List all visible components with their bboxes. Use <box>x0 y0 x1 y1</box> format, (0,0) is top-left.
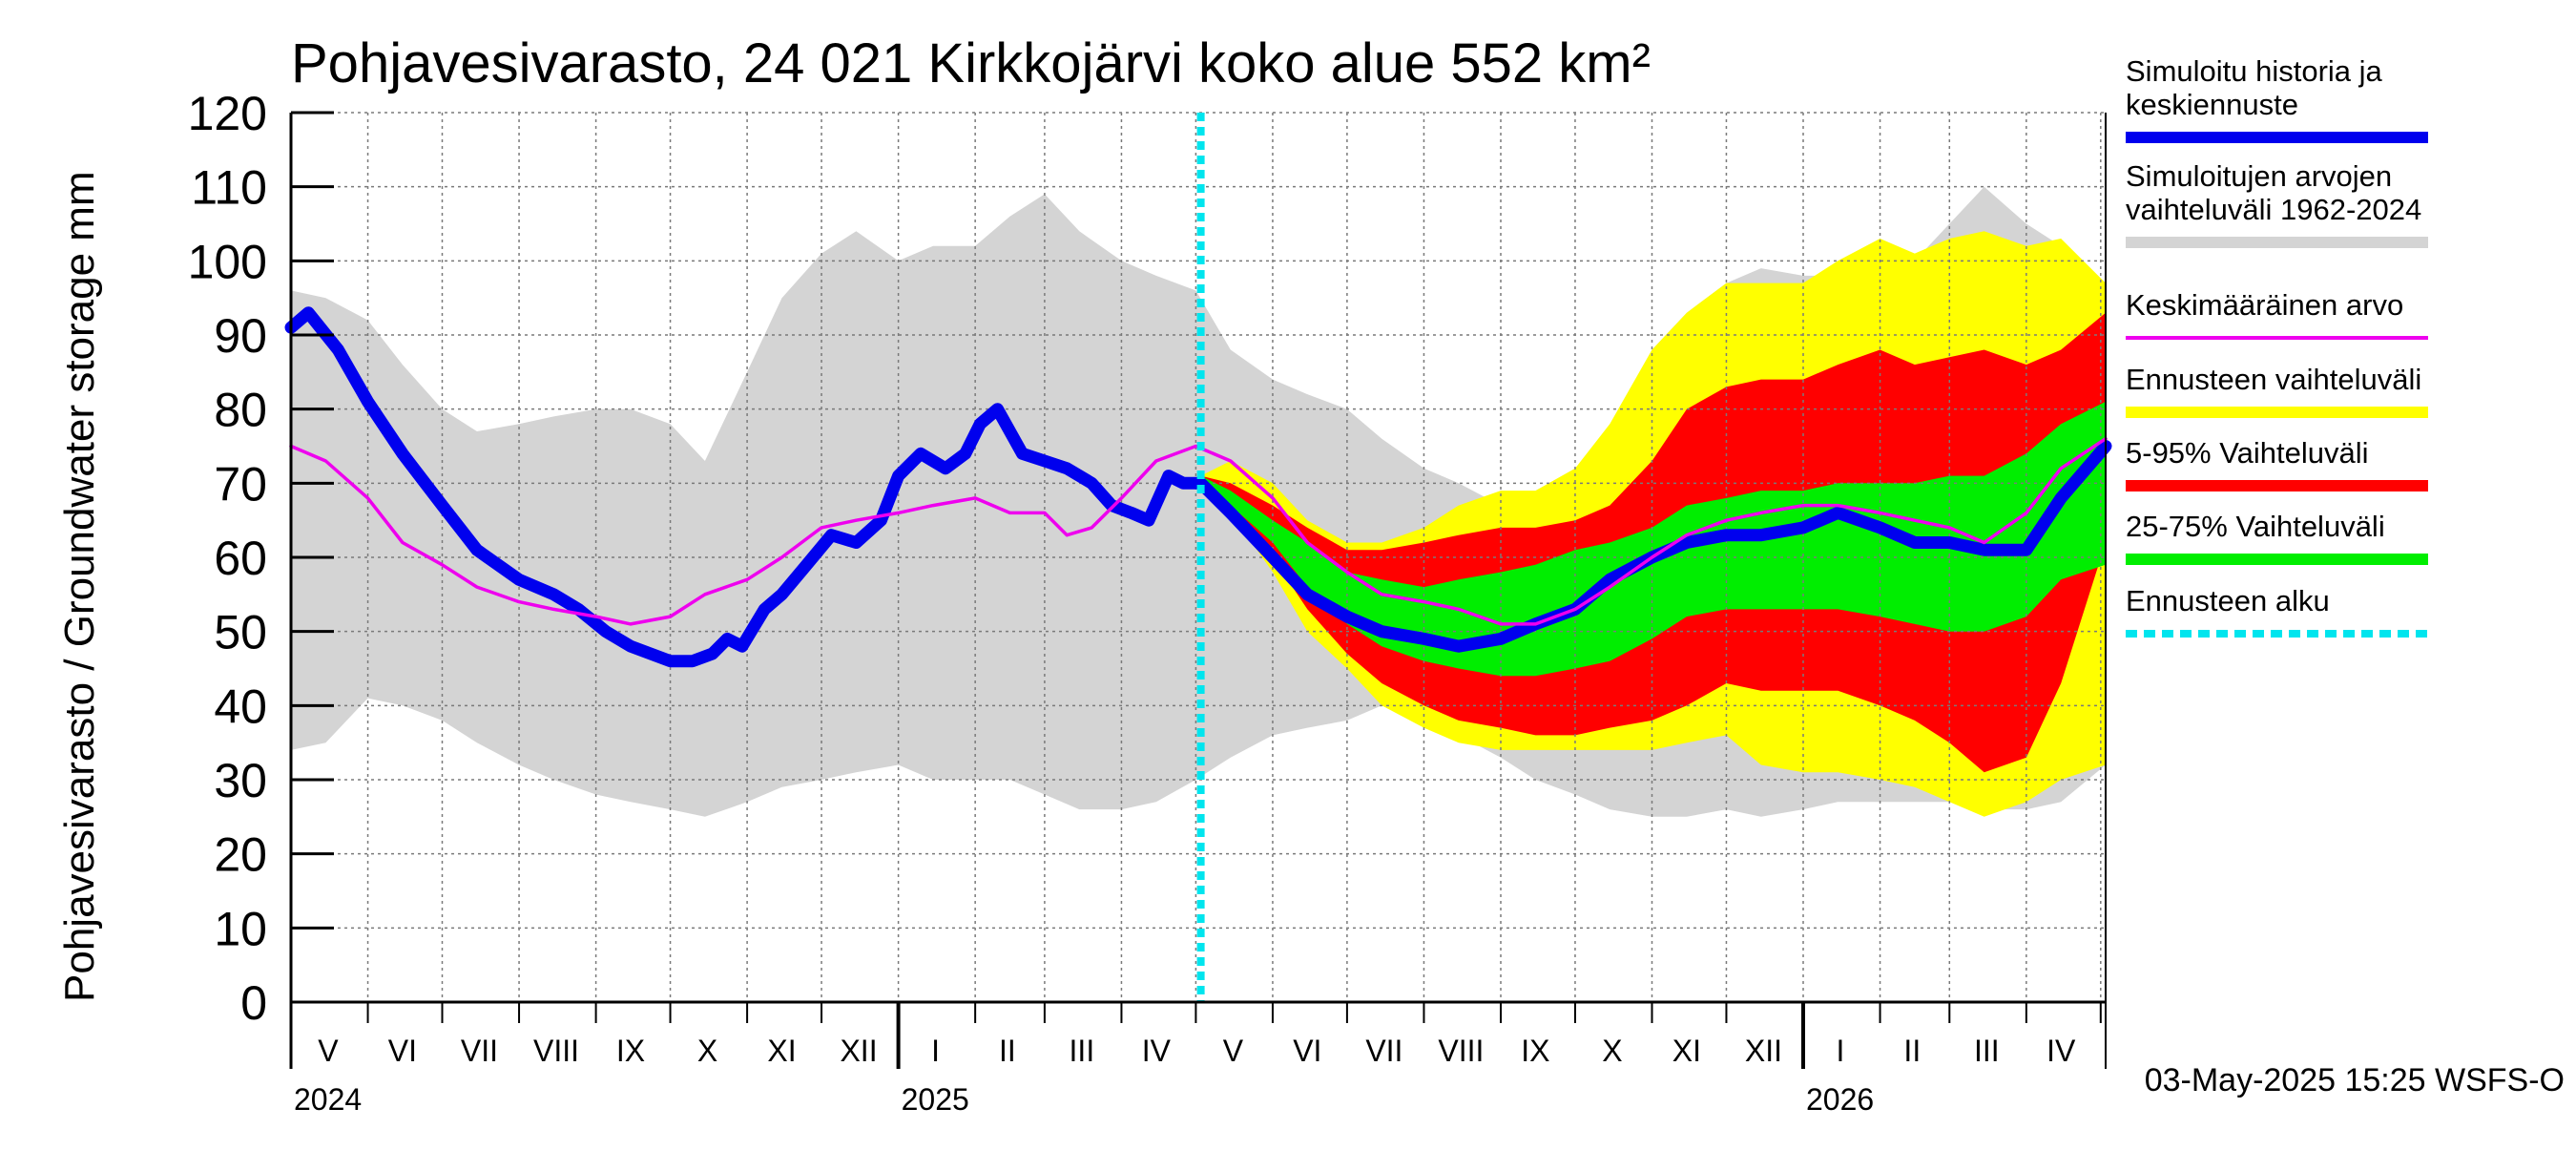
y-tick-label: 110 <box>191 161 267 215</box>
month-tick-label: IX <box>616 1034 645 1068</box>
y-tick-label: 0 <box>240 976 267 1030</box>
month-tick-label: VIII <box>533 1034 579 1068</box>
month-tick-label: VI <box>1293 1034 1321 1068</box>
legend-label: vaihteluväli 1962-2024 <box>2126 193 2421 226</box>
y-tick-label: 50 <box>214 606 267 659</box>
legend-label: 25-75% Vaihteluväli <box>2126 510 2385 543</box>
legend-label: Keskimääräinen arvo <box>2126 288 2403 322</box>
legend-label: 5-95% Vaihteluväli <box>2126 436 2368 470</box>
month-tick-label: VII <box>1365 1034 1402 1068</box>
simulated-history-line <box>284 306 2112 668</box>
month-tick-label: V <box>1223 1034 1244 1068</box>
month-tick-label: VIII <box>1438 1034 1484 1068</box>
y-tick-label: 40 <box>214 680 267 733</box>
month-tick-label: V <box>318 1034 339 1068</box>
month-tick-label: XII <box>840 1034 877 1068</box>
year-label: 2024 <box>294 1082 362 1117</box>
month-tick-label: IV <box>1142 1034 1172 1068</box>
month-tick-label: X <box>697 1034 717 1068</box>
series-lines <box>284 113 2112 1002</box>
month-tick-label: X <box>1602 1034 1622 1068</box>
year-label: 2025 <box>902 1082 969 1117</box>
legend-label: Simuloitujen arvojen <box>2126 159 2392 193</box>
y-tick-label: 70 <box>214 457 267 511</box>
y-tick-label: 10 <box>214 902 267 955</box>
timestamp-label: 03-May-2025 15:25 WSFS-O <box>2145 1062 2565 1098</box>
month-tick-label: VI <box>388 1034 417 1068</box>
y-tick-label: 120 <box>188 87 267 140</box>
month-tick-label: IV <box>2046 1034 2076 1068</box>
month-tick-label: II <box>999 1034 1016 1068</box>
month-tick-label: I <box>931 1034 940 1068</box>
legend-label: Ennusteen vaihteluväli <box>2126 363 2421 396</box>
month-tick-label: XII <box>1745 1034 1782 1068</box>
y-tick-label: 20 <box>214 828 267 882</box>
year-label: 2026 <box>1806 1082 1874 1117</box>
month-tick-label: VII <box>461 1034 498 1068</box>
grid-lines <box>291 112 2106 1003</box>
y-tick-label: 80 <box>214 384 267 437</box>
mean-value-line <box>289 436 2108 626</box>
y-tick-label: 60 <box>214 532 267 585</box>
month-tick-label: III <box>1974 1034 2000 1068</box>
axes <box>289 111 2107 1069</box>
month-tick-label: XI <box>1672 1034 1701 1068</box>
month-tick-label: I <box>1837 1034 1845 1068</box>
month-tick-label: XI <box>767 1034 796 1068</box>
y-axis-label: Pohjavesivarasto / Groundwater storage m… <box>56 171 103 1002</box>
y-tick-label: 100 <box>188 235 267 288</box>
y-tick-label: 30 <box>214 754 267 807</box>
chart-title: Pohjavesivarasto, 24 021 Kirkkojärvi kok… <box>291 32 1651 94</box>
legend-label: Ennusteen alku <box>2126 584 2330 617</box>
month-tick-label: II <box>1903 1034 1921 1068</box>
legend-label: Simuloitu historia ja <box>2126 54 2383 88</box>
month-tick-label: IX <box>1521 1034 1549 1068</box>
legend-label: keskiennuste <box>2126 88 2298 121</box>
y-tick-label: 90 <box>214 309 267 363</box>
month-tick-label: III <box>1070 1034 1095 1068</box>
